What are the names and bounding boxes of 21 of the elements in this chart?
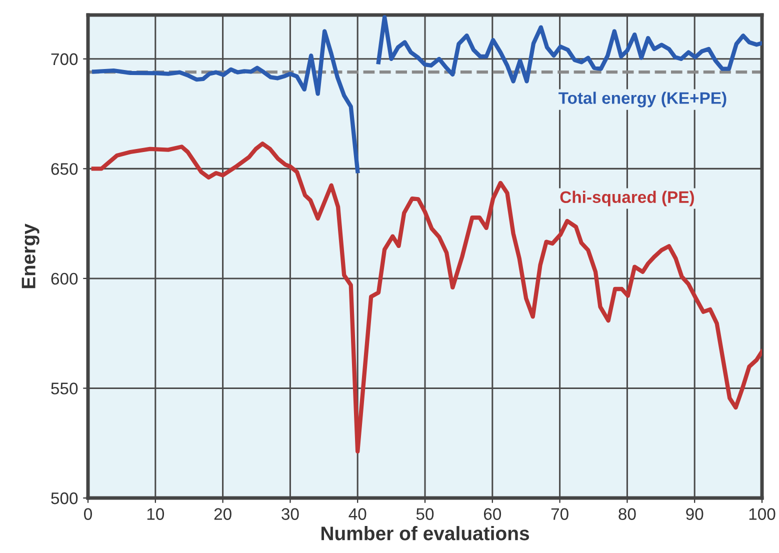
x-tick-label: 30 (282, 508, 299, 520)
x-tick-label: 80 (618, 508, 636, 520)
x-tick-label: 90 (686, 508, 704, 520)
y-tick-label: 600 (51, 272, 78, 285)
y-tick-label: 550 (51, 382, 78, 394)
x-tick-label: 60 (484, 508, 502, 520)
y-tick-label: 700 (51, 53, 78, 66)
line-series (91, 142, 762, 454)
y-tick-label: 500 (51, 492, 78, 504)
series-label: Chi-squared (PE) (560, 190, 694, 206)
x-tick-label: 10 (147, 508, 164, 520)
y-axis-title: Energy (22, 224, 40, 288)
x-tick-label: 70 (551, 508, 568, 520)
x-axis-title: Number of evaluations (322, 526, 530, 540)
x-tick-label: 0 (84, 508, 92, 520)
x-tick-label: 20 (214, 508, 232, 520)
x-tick-label: 40 (348, 508, 366, 520)
y-tick-label: 650 (51, 163, 78, 175)
x-tick-label: 100 (749, 508, 776, 520)
x-tick-label: 50 (416, 508, 434, 520)
series-label: Total energy (KE+PE) (558, 92, 726, 108)
